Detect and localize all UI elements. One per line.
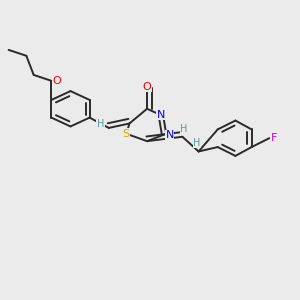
Text: F: F <box>272 133 278 143</box>
Text: N: N <box>166 130 174 140</box>
Text: H: H <box>97 119 104 129</box>
Text: S: S <box>122 129 129 139</box>
Text: O: O <box>143 82 152 92</box>
Text: O: O <box>52 76 61 86</box>
Text: H: H <box>194 138 201 148</box>
Text: N: N <box>157 110 165 120</box>
Text: H: H <box>180 124 188 134</box>
